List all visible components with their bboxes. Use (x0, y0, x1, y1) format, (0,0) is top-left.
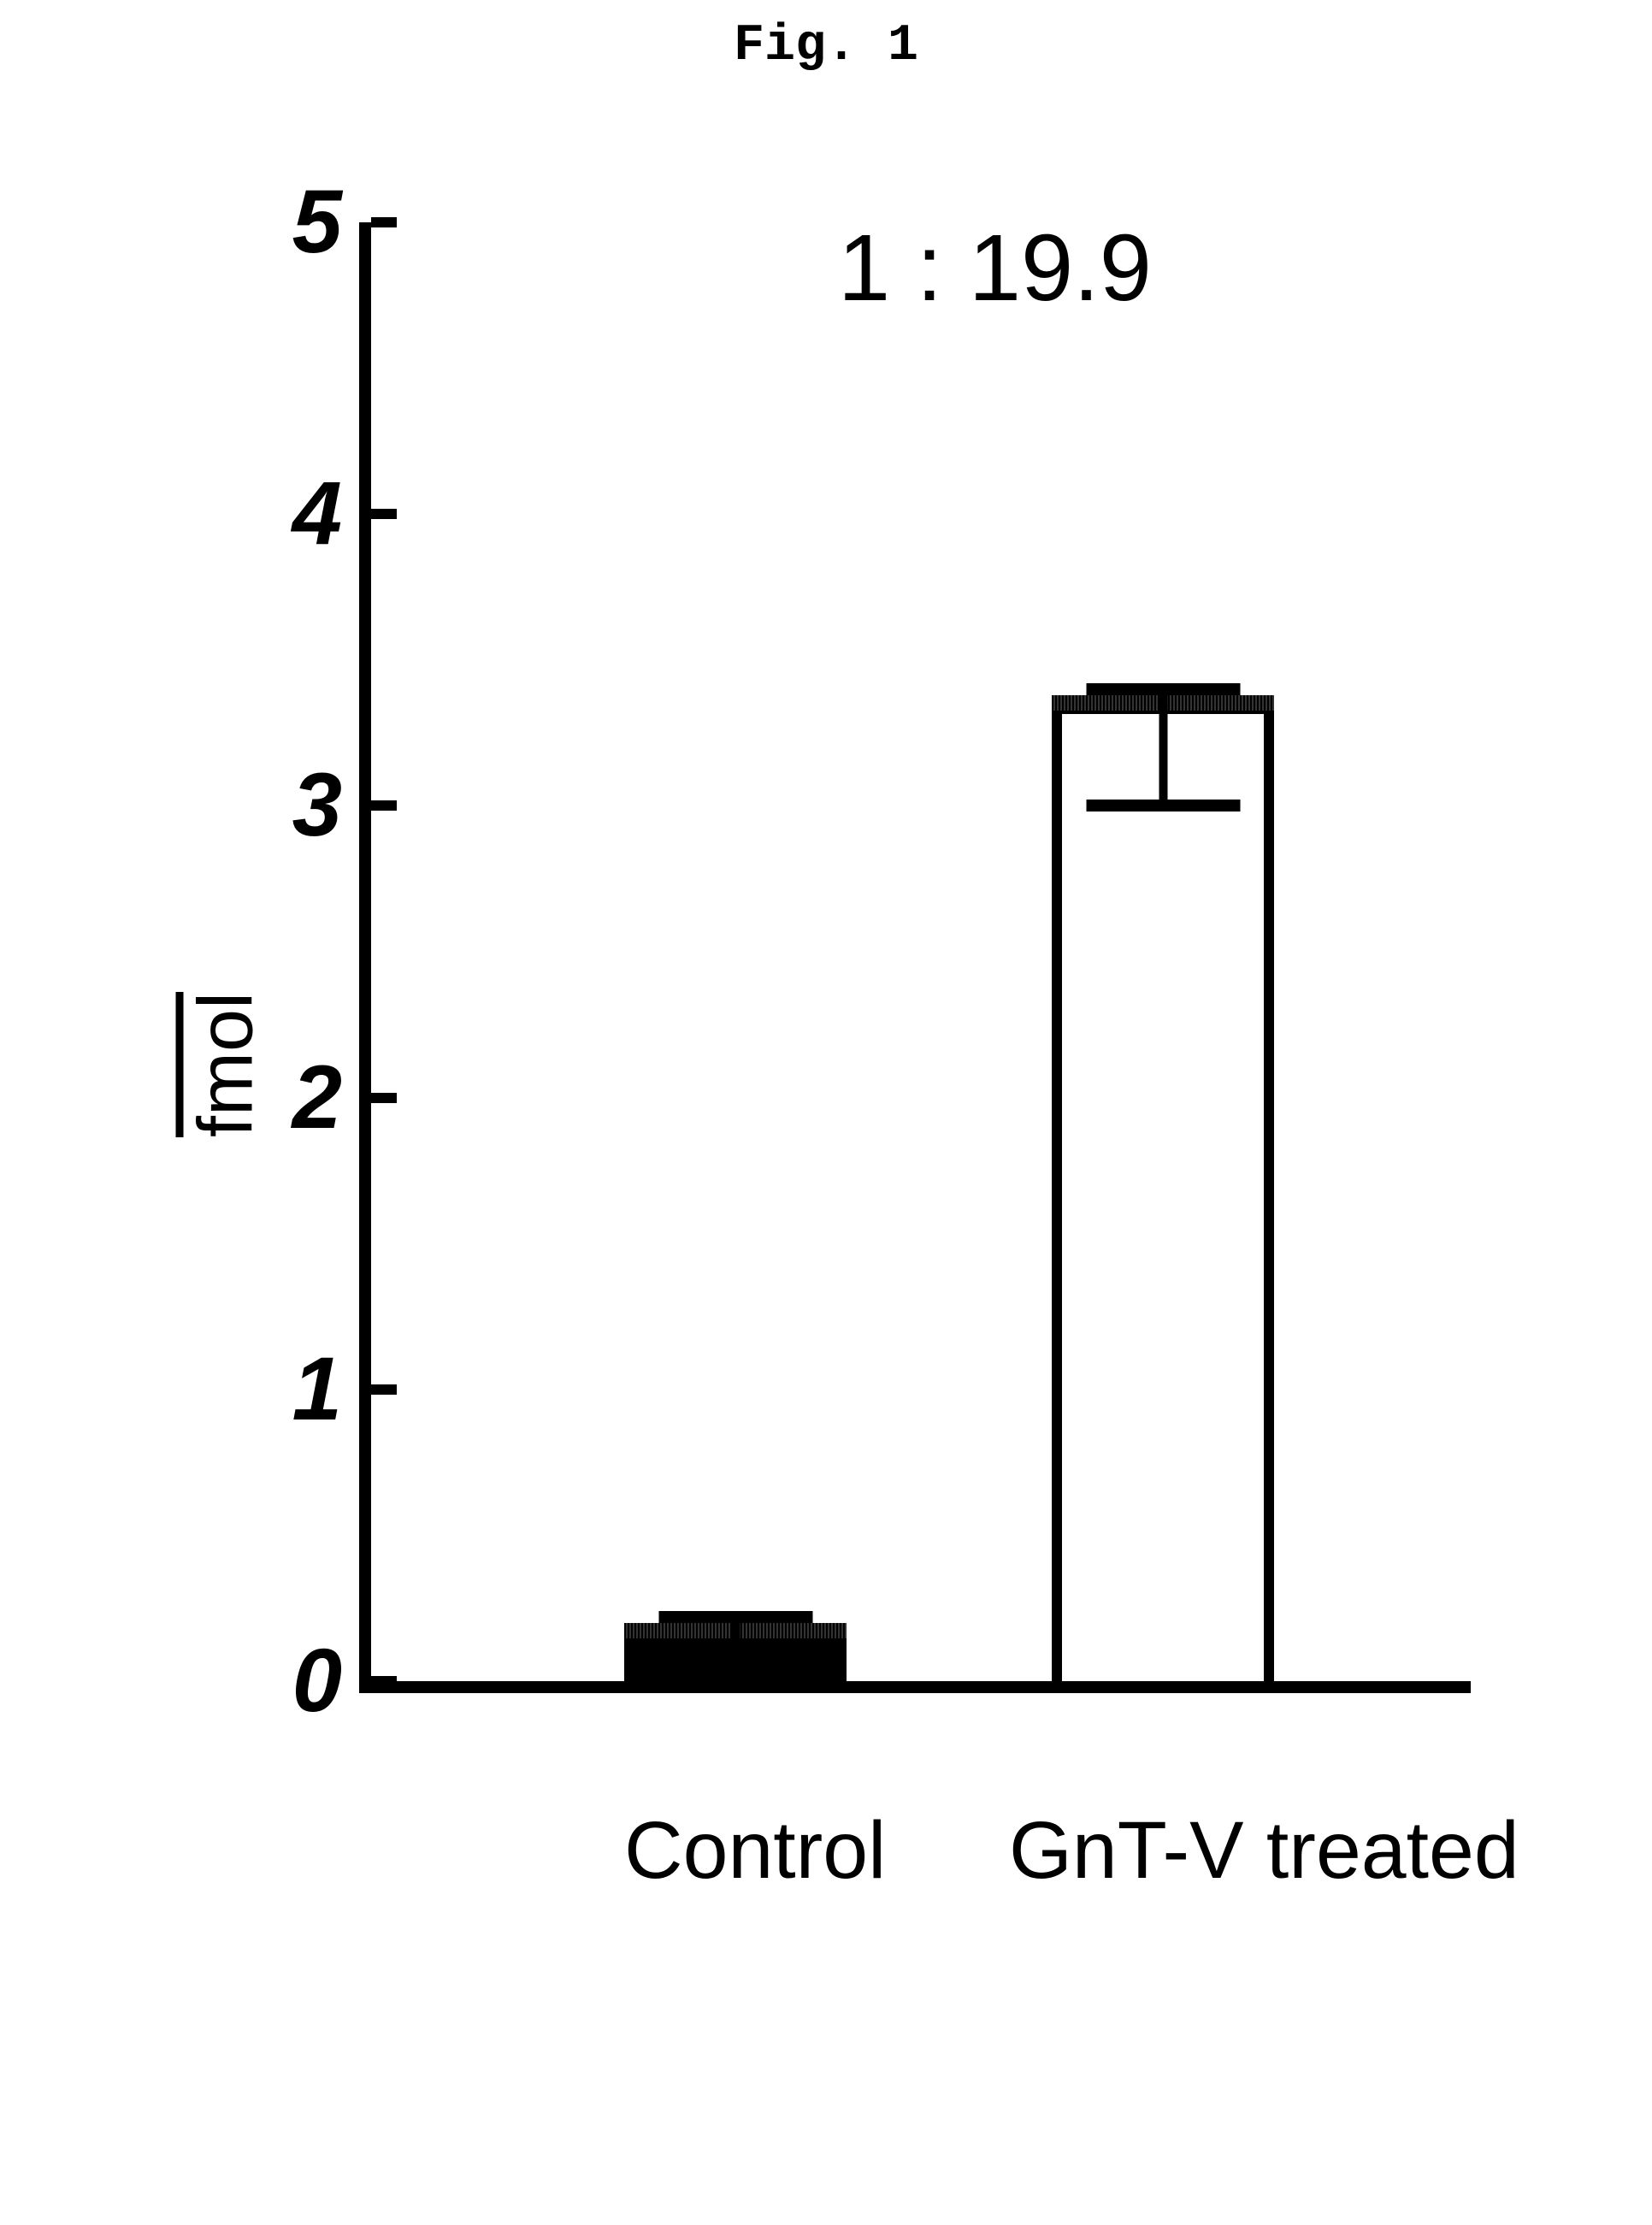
y-axis-label: fmol (183, 992, 271, 1137)
plot-area: 012345 (359, 222, 1471, 1693)
y-tick-label: 3 (265, 754, 342, 857)
y-tick-label: 4 (265, 463, 342, 565)
y-tick (371, 1384, 397, 1395)
y-tick (371, 1093, 397, 1103)
figure-title: Fig. 1 (734, 17, 918, 75)
y-tick-label: 1 (265, 1338, 342, 1441)
y-axis (359, 222, 371, 1693)
y-tick (371, 1676, 397, 1686)
x-category-label: GnT-V treated (1009, 1804, 1519, 1897)
error-bar (1163, 222, 1164, 1693)
y-tick (371, 217, 397, 227)
error-bar (735, 222, 736, 1693)
y-tick-label: 0 (265, 1630, 342, 1732)
x-axis (359, 1681, 1471, 1693)
x-category-label: Control (624, 1804, 886, 1897)
y-tick (371, 800, 397, 811)
y-tick-label: 5 (265, 171, 342, 274)
bar-chart: 1 : 19.9 fmol 012345 ControlGnT-V treate… (257, 188, 1539, 1941)
y-tick (371, 509, 397, 519)
y-tick-label: 2 (265, 1047, 342, 1149)
